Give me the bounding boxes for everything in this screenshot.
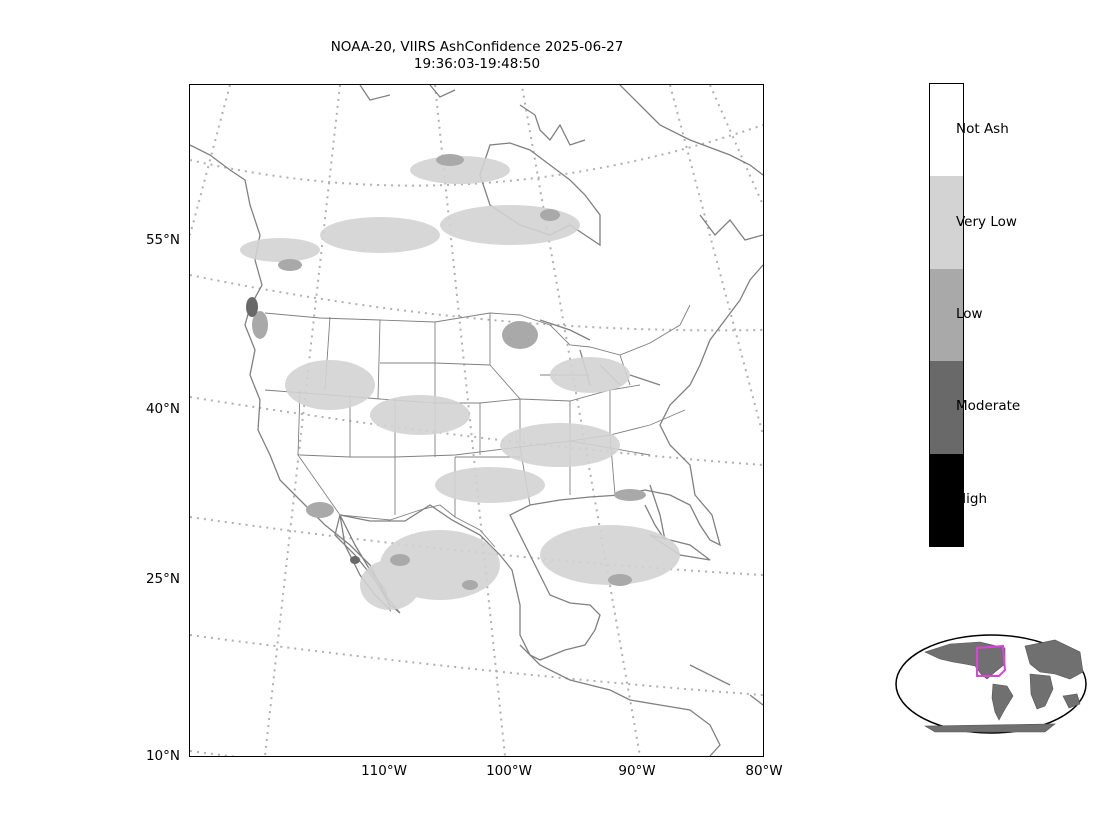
state-row-2 xyxy=(299,409,686,458)
north-america-outline xyxy=(190,144,763,661)
graticule-lat-20 xyxy=(190,634,763,696)
globe-inset-map xyxy=(895,634,1088,734)
graticule-lon-80 xyxy=(669,85,763,436)
ash-very-low xyxy=(240,156,680,610)
graticule-lon-100 xyxy=(434,85,506,756)
ash-field xyxy=(240,154,680,610)
inset-africa xyxy=(1029,673,1054,710)
colorbar-segment-high xyxy=(930,454,963,546)
antilles xyxy=(689,664,763,706)
map-panel[interactable] xyxy=(189,84,764,757)
lat-label-10: 10°N xyxy=(145,748,180,764)
inset-south-america xyxy=(991,683,1014,721)
graticule-lon-120 xyxy=(190,85,231,236)
graticule-lat-50 xyxy=(190,274,763,332)
chart-title: NOAA-20, VIIRS AshConfidence 2025-06-27 … xyxy=(190,39,764,73)
inset-eurasia xyxy=(1024,639,1084,680)
greenland-outline xyxy=(619,85,763,176)
colorbar-label-moderate: Moderate xyxy=(956,398,1021,414)
colorbar-label-low: Low xyxy=(956,306,983,322)
colorbar-label-not-ash: Not Ash xyxy=(956,121,1009,137)
inset-north-america xyxy=(924,641,1006,680)
graticule-lon-110 xyxy=(264,85,341,756)
ash-low xyxy=(252,154,646,590)
lon-label-100: 100°W xyxy=(486,763,532,779)
colorbar-label-very-low: Very Low xyxy=(956,214,1017,230)
graticule-lat-10 xyxy=(190,750,237,756)
inset-antarctica xyxy=(923,723,1056,733)
colorbar-segment-very-low xyxy=(930,176,963,269)
lon-label-90: 90°W xyxy=(618,763,656,779)
colorbar-segment-not-ash xyxy=(930,84,963,176)
colorbar-label-high: High xyxy=(956,491,988,507)
labrador xyxy=(699,214,763,241)
central-america xyxy=(519,644,721,756)
ash-moderate xyxy=(246,297,360,564)
colorbar xyxy=(929,83,964,547)
title-line-2: 19:36:03-19:48:50 xyxy=(413,56,541,72)
inset-svg xyxy=(895,634,1087,734)
graticule-lon-80b xyxy=(709,85,763,206)
inset-landmasses xyxy=(923,639,1084,733)
title-line-1: NOAA-20, VIIRS AshConfidence 2025-06-27 xyxy=(330,39,624,55)
graticule xyxy=(190,85,763,756)
graticule-lon-90 xyxy=(520,85,641,756)
colorbar-segment-moderate xyxy=(930,361,963,454)
lat-label-25: 25°N xyxy=(145,571,180,587)
map-svg xyxy=(190,85,763,756)
colorbar-segment-low xyxy=(930,269,963,361)
lon-label-110: 110°W xyxy=(361,763,407,779)
lon-label-80: 80°W xyxy=(745,763,783,779)
lat-label-55: 55°N xyxy=(145,232,180,248)
inset-region-box xyxy=(976,644,1007,677)
us-mexico-border xyxy=(339,504,496,548)
inset-australia xyxy=(1062,693,1081,709)
graticule-lat-40 xyxy=(190,396,763,466)
arctic-islands xyxy=(359,85,586,146)
lat-label-40: 40°N xyxy=(145,401,180,417)
coastlines xyxy=(190,85,763,756)
